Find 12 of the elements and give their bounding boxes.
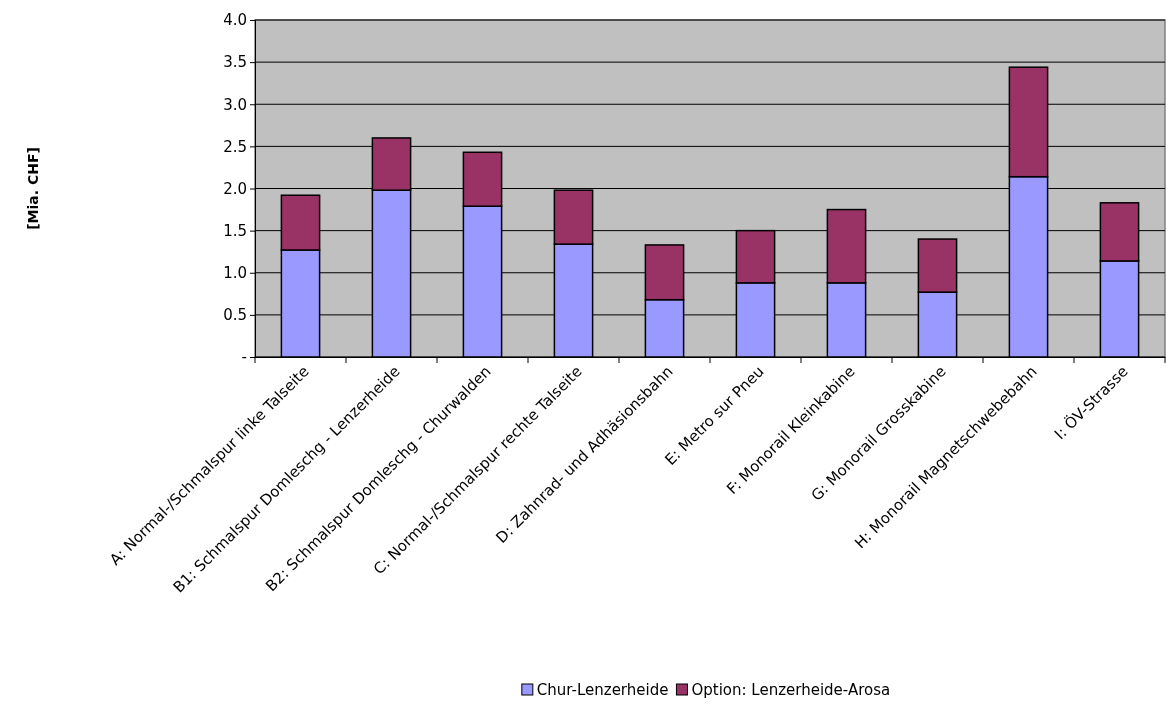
y-tick-label: -	[241, 348, 247, 367]
y-tick-label: 1.0	[223, 264, 247, 283]
y-tick-label: 3.0	[223, 95, 247, 114]
legend-label: Chur-Lenzerheide	[536, 681, 669, 699]
y-tick-label: 4.0	[223, 11, 247, 30]
y-tick-label: 1.5	[223, 221, 247, 240]
y-tick-label: 3.5	[223, 53, 247, 72]
y-tick-label: 2.5	[223, 137, 247, 156]
y-axis-title: [Mia. CHF]	[25, 147, 41, 230]
legend-label: Option: Lenzerheide-Arosa	[691, 681, 891, 699]
y-tick-label: 0.5	[223, 306, 247, 325]
y-tick-label: 2.0	[223, 179, 247, 198]
